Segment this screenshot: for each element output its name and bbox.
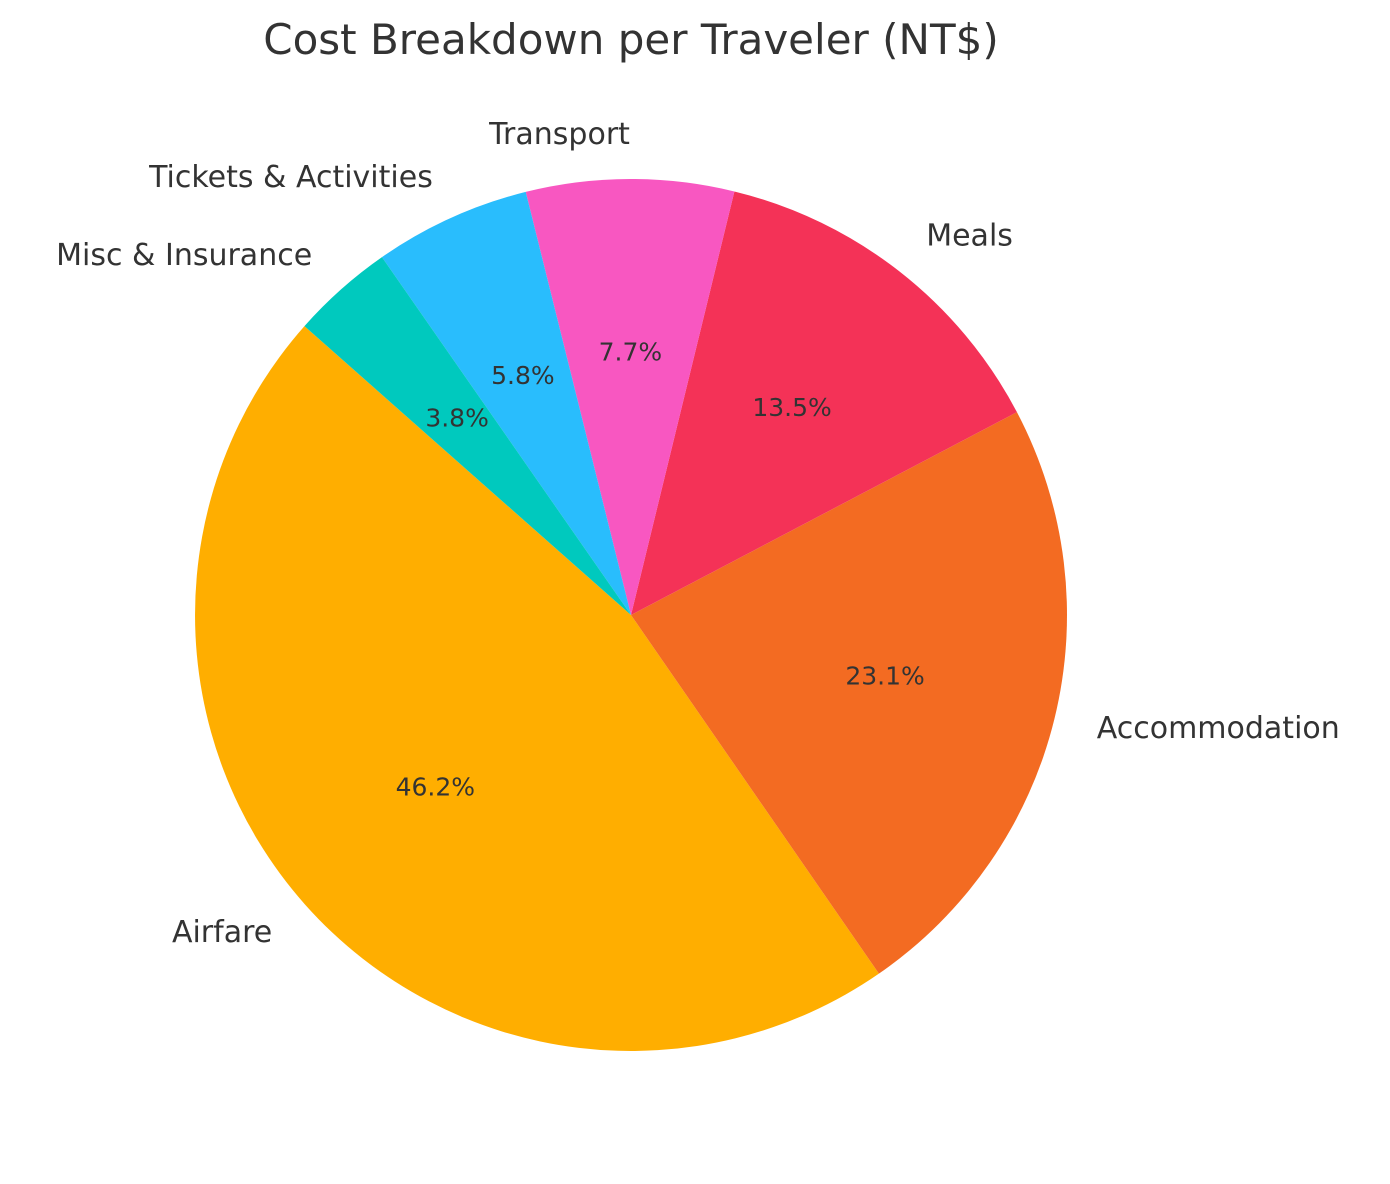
- pie-slice-misc-insurance: [304, 257, 631, 615]
- pie-slice-transport: [525, 178, 735, 615]
- pie-slice-accommodation: [631, 412, 1067, 974]
- slice-label-transport: Transport: [488, 117, 630, 152]
- pie-slice-tickets-activities: [381, 191, 631, 615]
- chart-title: Cost Breakdown per Traveler (NT$): [263, 15, 998, 64]
- slice-label-accommodation: Accommodation: [1097, 711, 1340, 746]
- slice-label-tickets-activities: Tickets & Activities: [148, 160, 433, 195]
- pie-slices: [195, 178, 1067, 1051]
- pct-label-airfare: 46.2%: [396, 773, 475, 802]
- pct-label-tickets-activities: 5.8%: [491, 361, 555, 390]
- pie-slice-meals: [631, 191, 1017, 615]
- pct-label-misc-insurance: 3.8%: [425, 404, 489, 433]
- pct-label-transport: 7.7%: [599, 337, 663, 366]
- pie-labels: Airfare 46.2% Accommodation 23.1% Meals 13.5%…: [56, 117, 1340, 950]
- slice-label-airfare: Airfare: [172, 915, 272, 950]
- pct-label-meals: 13.5%: [752, 393, 831, 422]
- pct-label-accommodation: 23.1%: [845, 661, 924, 690]
- slice-label-meals: Meals: [926, 219, 1013, 254]
- slice-label-misc-insurance: Misc & Insurance: [56, 238, 312, 273]
- pie-slice-airfare: [195, 326, 879, 1051]
